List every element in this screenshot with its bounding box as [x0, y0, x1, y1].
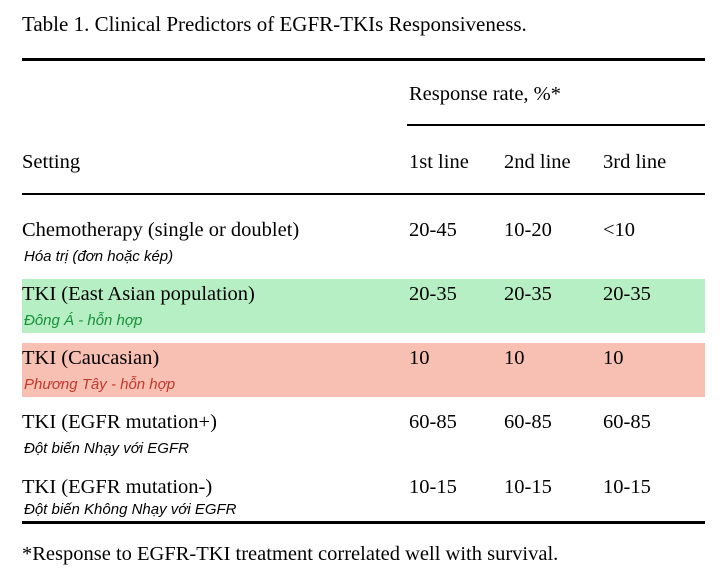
row-value-second-line: 10-20 [504, 219, 552, 241]
first-line-header: 1st line [409, 151, 469, 173]
row-value-third-line: 20-35 [603, 283, 651, 305]
row-value-first-line: 60-85 [409, 411, 457, 433]
header-rule [22, 193, 705, 195]
row-value-second-line: 10 [504, 347, 525, 369]
row-value-third-line: 60-85 [603, 411, 651, 433]
row-setting: TKI (EGFR mutation+) [22, 411, 217, 433]
row-highlight-east-asian [22, 279, 705, 333]
row-note: Đột biến Nhạy với EGFR [24, 440, 189, 457]
row-setting: Chemotherapy (single or doublet) [22, 219, 300, 241]
row-value-third-line: <10 [603, 219, 636, 241]
setting-header: Setting [22, 151, 81, 173]
row-value-third-line: 10-15 [603, 476, 651, 498]
row-value-third-line: 10 [603, 347, 624, 369]
row-note: Phương Tây - hỗn hợp [24, 376, 176, 393]
row-value-first-line: 20-45 [409, 219, 457, 241]
row-value-first-line: 20-35 [409, 283, 457, 305]
bottom-rule [22, 521, 705, 524]
table-caption: Table 1. Clinical Predictors of EGFR-TKI… [22, 12, 527, 36]
row-note: Hóa trị (đơn hoặc kép) [24, 248, 174, 265]
row-highlight-caucasian [22, 343, 705, 397]
second-line-header: 2nd line [504, 151, 571, 173]
group-rule [407, 124, 705, 126]
third-line-header: 3rd line [603, 151, 667, 173]
row-note: Đột biến Không Nhạy với EGFR [24, 501, 237, 518]
row-setting: TKI (Caucasian) [22, 347, 160, 369]
row-value-second-line: 60-85 [504, 411, 552, 433]
row-setting: TKI (East Asian population) [22, 283, 255, 305]
predictors-table: Response rate, %* Setting 1st line 2nd l… [22, 58, 705, 524]
row-value-second-line: 20-35 [504, 283, 552, 305]
row-value-first-line: 10 [409, 347, 430, 369]
row-value-second-line: 10-15 [504, 476, 552, 498]
row-value-first-line: 10-15 [409, 476, 457, 498]
row-setting: TKI (EGFR mutation-) [22, 476, 213, 498]
response-rate-header: Response rate, %* [409, 83, 561, 105]
table-footnote: *Response to EGFR-TKI treatment correlat… [22, 543, 559, 565]
row-note: Đông Á - hỗn hợp [24, 312, 143, 329]
top-rule [22, 58, 705, 61]
